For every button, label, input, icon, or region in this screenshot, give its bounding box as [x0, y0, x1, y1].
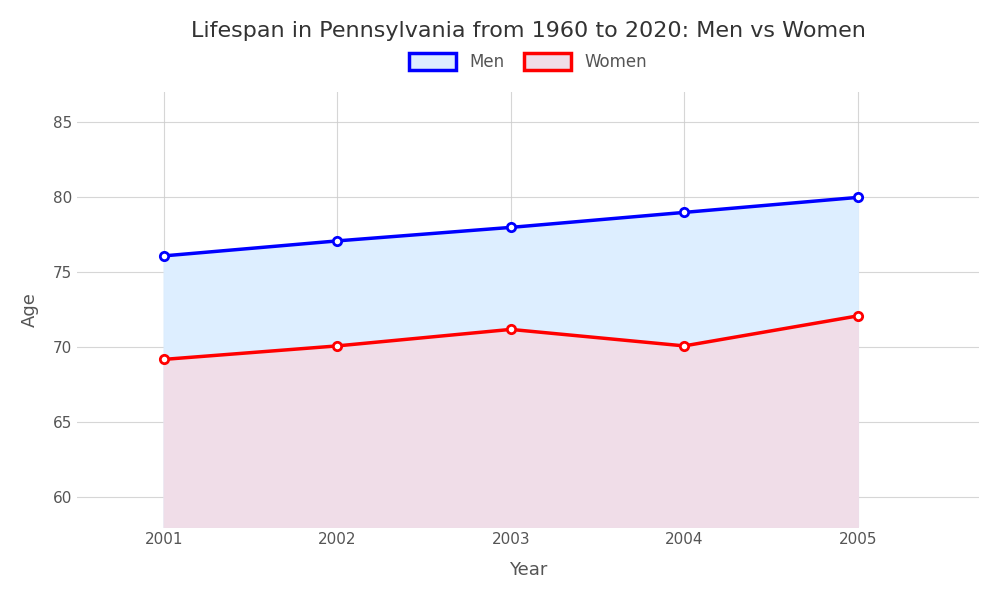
Y-axis label: Age: Age	[21, 292, 39, 328]
Title: Lifespan in Pennsylvania from 1960 to 2020: Men vs Women: Lifespan in Pennsylvania from 1960 to 20…	[191, 21, 866, 41]
Legend: Men, Women: Men, Women	[401, 44, 655, 79]
X-axis label: Year: Year	[509, 561, 547, 579]
